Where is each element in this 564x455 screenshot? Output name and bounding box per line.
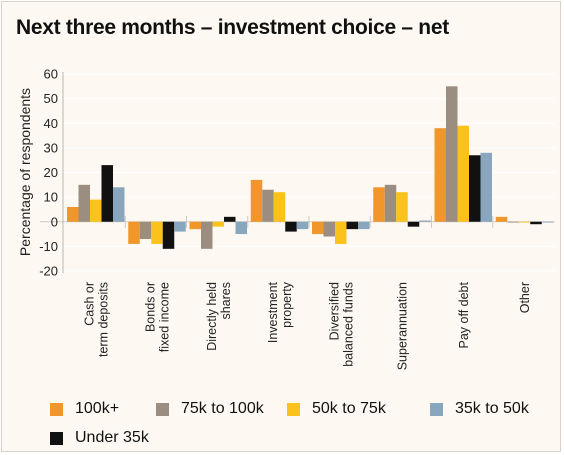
category-label-line: Superannuation [396, 282, 410, 370]
category-label: Cash or term deposits [82, 282, 110, 357]
bar [189, 221, 201, 230]
bar [358, 221, 370, 230]
bars [67, 86, 554, 249]
legend-label: Under 35k [75, 429, 149, 446]
legend-item: 35k to 50k [430, 400, 529, 418]
category-label: Other [518, 282, 532, 313]
bar [346, 221, 358, 230]
bar [90, 199, 102, 222]
bar [495, 216, 508, 222]
y-tick-label: -20 [39, 264, 58, 279]
legend-label: 100k+ [75, 400, 120, 417]
bar [323, 221, 335, 237]
category-label-line: Diversified [327, 282, 341, 340]
bar [530, 221, 542, 225]
bar [224, 216, 236, 222]
category-separators [124, 215, 494, 228]
legend-swatch [50, 431, 63, 445]
y-tick-label: 40 [44, 116, 58, 131]
category-label-line: shares [219, 282, 233, 320]
bar [212, 221, 224, 227]
bar [235, 221, 247, 235]
bar [113, 187, 125, 222]
bar [419, 220, 431, 222]
bar [250, 179, 263, 222]
bar [518, 221, 531, 223]
legend-swatch [430, 402, 443, 416]
y-tick-label: -10 [39, 239, 58, 254]
category-label-line: Other [518, 282, 532, 313]
bar [469, 155, 481, 222]
bar [312, 221, 324, 235]
y-tick-label: 20 [44, 165, 58, 180]
y-tick-label: 50 [44, 91, 58, 106]
category-label-line: Pay off debt [457, 281, 471, 348]
y-axis-ticks: 60 50 40 30 20 10 0 -10 -20 [39, 67, 58, 279]
y-tick-label: 0 [51, 214, 58, 229]
legend-label: 50k to 75k [312, 400, 386, 417]
category-label: Superannuation [396, 282, 410, 370]
bar [128, 221, 140, 244]
bar [162, 221, 175, 249]
category-label: Diversified balanced funds [327, 282, 355, 367]
category-label: Directly held shares [205, 282, 233, 351]
bar [541, 221, 554, 223]
bar [480, 152, 492, 222]
category-label-line: balanced funds [341, 282, 355, 367]
category-label-line: term deposits [96, 282, 110, 357]
bar [507, 221, 519, 223]
y-axis-label: Percentage of respondents [17, 88, 33, 256]
bar [67, 206, 79, 222]
legend-item: 50k to 75k [287, 400, 386, 418]
bar [446, 86, 458, 222]
bar [201, 221, 213, 249]
legend-swatch [50, 402, 63, 416]
legend-item: 75k to 100k [156, 400, 264, 418]
bar [262, 189, 274, 222]
category-label-line: Investment [266, 281, 280, 343]
category-label-line: Cash or [82, 282, 96, 326]
bar [285, 221, 297, 232]
category-label-line: Bonds or [144, 282, 158, 332]
category-label-line: Directly held [205, 282, 219, 351]
category-label-line: fixed income [158, 282, 172, 352]
bar [296, 221, 309, 230]
bar [384, 184, 397, 222]
bar [434, 128, 446, 222]
bar [101, 165, 113, 222]
category-labels: Cash or term deposits Bonds or fixed income… [82, 281, 532, 370]
category-label: Bonds or fixed income [144, 282, 172, 352]
bar [373, 187, 385, 222]
bar [457, 125, 469, 222]
bar [407, 221, 420, 227]
bar [174, 221, 186, 232]
category-label-line: property [280, 281, 294, 328]
legend-swatch [287, 402, 300, 416]
legend-item: 100k+ [50, 400, 119, 418]
legend-label: 35k to 50k [455, 400, 529, 417]
category-label: Investment property [266, 281, 294, 343]
bar [151, 221, 163, 244]
legend-swatch [156, 402, 169, 416]
bar [78, 184, 90, 222]
y-tick-label: 30 [44, 140, 58, 155]
bar [335, 221, 347, 244]
chart-title: Next three months – investment choice – … [16, 16, 449, 39]
legend-label: 75k to 100k [181, 400, 264, 417]
bar [396, 192, 408, 222]
bar [273, 192, 286, 222]
category-label: Pay off debt [457, 281, 471, 348]
y-tick-label: 10 [44, 190, 58, 205]
y-tick-label: 60 [44, 67, 58, 82]
legend-item: Under 35k [50, 429, 149, 447]
bar [139, 221, 152, 239]
